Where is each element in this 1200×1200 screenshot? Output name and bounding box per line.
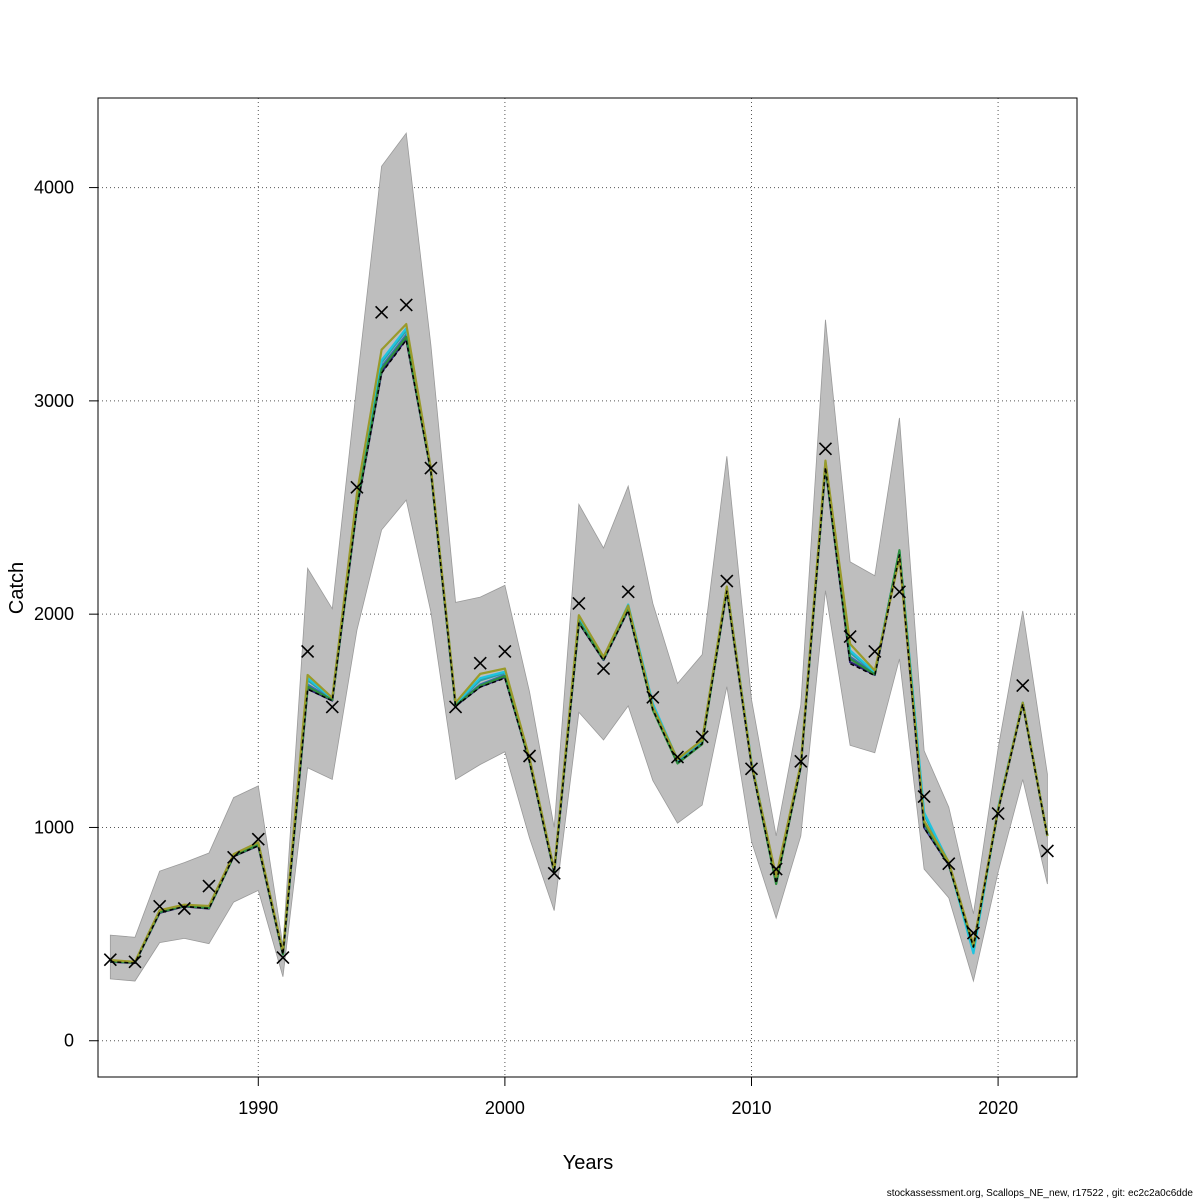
observed-mark-b xyxy=(128,955,142,969)
observed-point-2006 xyxy=(646,690,660,704)
observed-point-2014 xyxy=(843,629,857,644)
observed-mark-b xyxy=(1016,679,1030,693)
observed-mark-b xyxy=(153,899,167,913)
x-axis-title: Years xyxy=(563,1152,613,1174)
observed-point-1984 xyxy=(103,953,117,967)
observed-point-2019 xyxy=(966,926,980,940)
observed-point-1992 xyxy=(301,644,315,659)
observed-point-2009 xyxy=(720,574,734,588)
footer-credit: stockassessment.org, Scallops_NE_new, r1… xyxy=(887,1188,1194,1199)
observed-point-2001 xyxy=(522,749,537,763)
observed-mark-b xyxy=(202,879,216,893)
observed-mark-b xyxy=(794,754,808,768)
observed-mark-b xyxy=(473,656,487,670)
observed-point-2010 xyxy=(744,762,759,776)
y-tick-label-1000: 1000 xyxy=(34,817,74,837)
observed-mark-b xyxy=(744,762,759,776)
observed-point-2012 xyxy=(794,754,808,768)
observed-mark-b xyxy=(572,596,586,611)
observed-point-1991 xyxy=(276,950,290,965)
observed-point-1998 xyxy=(449,700,463,714)
observed-point-2022 xyxy=(1040,844,1054,858)
x-tick-label-2000: 2000 xyxy=(485,1098,525,1118)
observed-point-1997 xyxy=(424,461,438,475)
observed-mark-b xyxy=(301,644,315,659)
observed-mark-b xyxy=(251,832,265,846)
observed-mark-b xyxy=(695,730,709,744)
observed-mark-b xyxy=(868,644,882,659)
x-tick-label-2010: 2010 xyxy=(731,1098,771,1118)
observed-mark-b xyxy=(1040,844,1054,858)
observed-point-2016 xyxy=(892,585,907,599)
observed-mark-b xyxy=(350,480,364,494)
observed-point-2005 xyxy=(621,585,635,599)
observed-mark-b xyxy=(276,950,290,965)
y-axis-title: Catch xyxy=(6,562,28,614)
observed-point-2004 xyxy=(596,661,611,676)
observed-mark-b xyxy=(646,690,660,704)
observed-point-2002 xyxy=(547,866,561,880)
observed-point-2007 xyxy=(670,750,685,764)
observed-point-2017 xyxy=(917,789,931,804)
observed-point-2015 xyxy=(868,644,882,659)
observed-mark-b xyxy=(942,857,956,871)
observed-mark-b xyxy=(103,953,117,967)
confidence-band xyxy=(109,132,1048,983)
observed-mark-b xyxy=(892,585,907,599)
observed-point-1999 xyxy=(473,656,487,670)
observed-mark-b xyxy=(596,661,611,676)
observed-mark-b xyxy=(177,901,191,916)
observed-mark-b xyxy=(720,574,734,588)
observed-point-1995 xyxy=(375,305,389,319)
observed-point-1986 xyxy=(153,899,167,913)
axes: 1990 2000 2010 2020 0 1000 2000 3000 4000 xyxy=(34,97,1078,1118)
observed-mark-b xyxy=(621,585,635,599)
y-tick-label-2000: 2000 xyxy=(34,604,74,624)
observed-point-1994 xyxy=(350,480,364,494)
observed-mark-b xyxy=(375,305,389,319)
observed-mark-b xyxy=(424,461,438,475)
observed-mark-b xyxy=(449,700,463,714)
observed-point-1985 xyxy=(128,955,142,969)
observed-mark-b xyxy=(966,926,980,940)
y-tick-label-0: 0 xyxy=(64,1031,74,1051)
observed-points xyxy=(103,298,1054,969)
observed-mark-b xyxy=(399,298,413,312)
observed-mark-b xyxy=(843,629,857,644)
observed-point-2008 xyxy=(695,730,709,744)
observed-point-2020 xyxy=(991,807,1005,821)
confidence-band-area xyxy=(109,132,1048,983)
observed-mark-b xyxy=(991,807,1005,821)
observed-mark-b xyxy=(325,700,339,714)
observed-mark-b xyxy=(769,862,783,876)
observed-mark-b xyxy=(670,750,685,764)
x-tick-label-2020: 2020 xyxy=(978,1098,1018,1118)
observed-mark-b xyxy=(522,749,537,763)
observed-mark-b xyxy=(227,850,241,864)
observed-point-2011 xyxy=(769,862,783,876)
x-tick-label-1990: 1990 xyxy=(238,1098,278,1118)
observed-point-1990 xyxy=(251,832,265,846)
observed-mark-b xyxy=(818,442,833,456)
observed-point-1993 xyxy=(325,700,339,714)
observed-mark-b xyxy=(547,866,561,880)
observed-mark-b xyxy=(498,644,512,659)
observed-mark-b xyxy=(917,789,931,804)
observed-point-1996 xyxy=(399,298,413,312)
observed-point-2000 xyxy=(498,644,512,659)
plot-frame xyxy=(97,97,1078,1078)
observed-point-2018 xyxy=(942,857,956,871)
series-lines xyxy=(110,322,1049,964)
observed-point-1988 xyxy=(202,879,216,893)
observed-point-2021 xyxy=(1016,679,1030,693)
observed-point-2003 xyxy=(572,596,586,611)
observed-point-1987 xyxy=(177,901,191,916)
y-tick-label-3000: 3000 xyxy=(34,391,74,411)
observed-point-1989 xyxy=(227,850,241,864)
y-tick-label-4000: 4000 xyxy=(34,178,74,198)
observed-point-2013 xyxy=(818,442,833,456)
series-line-estimate xyxy=(110,339,1049,964)
